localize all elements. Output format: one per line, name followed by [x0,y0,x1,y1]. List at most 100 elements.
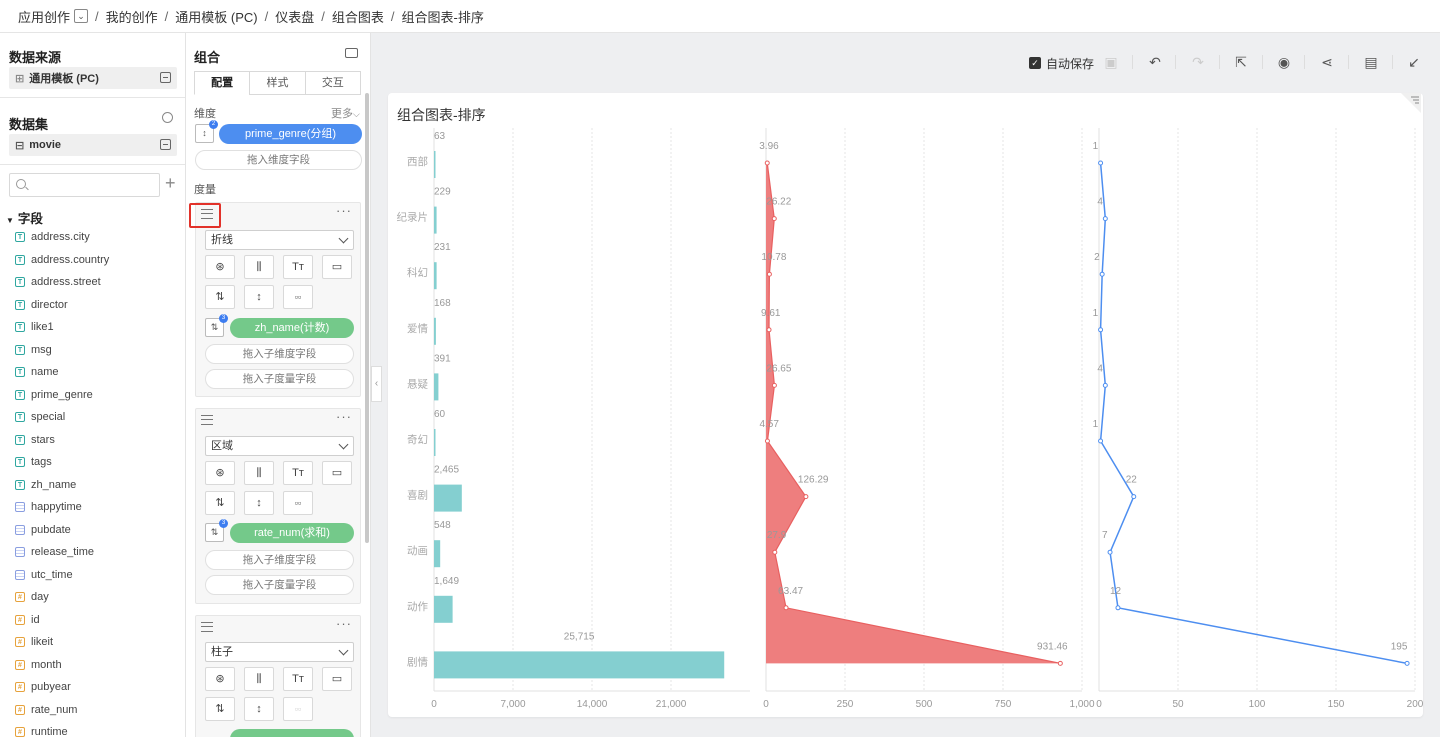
preview-icon[interactable]: ◉ [1277,54,1291,70]
text-icon[interactable]: Tт [283,461,313,485]
grid-plus-icon[interactable]: ▫▫ [283,491,313,515]
search-icon[interactable] [162,112,173,123]
field-item[interactable]: # likeit [0,631,185,654]
tab-config[interactable]: 配置 [194,71,251,95]
menu-icon[interactable] [201,415,213,425]
chart-type-select[interactable]: 折线 [205,230,354,250]
tooltip-icon[interactable]: ▭ [322,461,352,485]
tab-interaction[interactable]: 交互 [304,71,361,95]
size-icon[interactable]: ⫼ [244,667,274,691]
autosave-toggle[interactable]: ✓ 自动保存 [1029,53,1094,73]
chevron-down-icon[interactable]: ⌄ [74,9,89,23]
sort-asc-icon[interactable]: ⇅ [205,491,235,515]
sort-desc-icon[interactable]: ↕ [244,491,274,515]
sort-desc-icon[interactable]: ↕ [244,285,274,309]
dimension-drop-zone[interactable]: 拖入维度字段 [195,150,362,170]
sub-dimension-drop-zone[interactable]: 拖入子维度字段 [205,344,354,364]
text-icon[interactable]: Tт [283,255,313,279]
size-icon[interactable]: ⫼ [244,461,274,485]
more-link[interactable]: 更多⌵ [331,105,360,121]
chart-type-select[interactable]: 柱子 [205,642,354,662]
switch-icon[interactable] [160,72,171,83]
sort-desc-icon[interactable]: ↕ [244,697,274,721]
dimension-pill[interactable]: prime_genre(分组) [219,124,362,144]
datasource-selector[interactable]: ⊞ 通用模板 (PC) [9,67,177,89]
field-item[interactable]: # runtime [0,721,185,737]
save-icon[interactable]: ▣ [1104,54,1118,70]
switch-icon[interactable] [160,139,171,150]
chart-type-select[interactable]: 区域 [205,436,354,456]
grid-plus-icon[interactable]: ▫▫ [283,285,313,309]
measure-pill[interactable]: rate_num(求和) [230,523,354,543]
breadcrumb-item[interactable]: 仪表盘 [275,9,315,25]
grid-plus-icon: ▫▫ [283,697,313,721]
more-icon[interactable]: ··· [336,409,352,424]
undo-icon[interactable]: ↶ [1149,54,1161,70]
camera-icon[interactable] [345,48,358,58]
sort-icon[interactable]: ↕ 2 [195,120,218,143]
add-icon[interactable]: + [165,173,176,193]
sub-measure-drop-zone[interactable]: 拖入子度量字段 [205,369,354,389]
breadcrumb-item-app[interactable]: 应用创作 ⌄ [18,7,89,26]
color-icon[interactable]: ⊛ [205,255,235,279]
field-name: happytime [31,501,82,514]
breadcrumb: 应用创作 ⌄ / 我的创作 / 通用模板 (PC) / 仪表盘 / 组合图表 / … [0,0,1440,33]
sub-dimension-drop-zone[interactable]: 拖入子维度字段 [205,550,354,570]
measure-pill[interactable]: zh_name(计数) [230,318,354,338]
share-icon[interactable]: ⋖ [1321,54,1333,70]
breadcrumb-item[interactable]: 我的创作 [105,9,158,25]
fields-header[interactable]: ▼ 字段 [6,208,43,227]
export-icon[interactable]: ⇱ [1235,54,1247,70]
field-item[interactable]: # rate_num [0,699,185,722]
text-field-icon: T [15,254,25,265]
field-item[interactable]: # pubyear [0,676,185,699]
dataset-selector[interactable]: ⊟ movie [9,134,177,156]
color-icon[interactable]: ⊛ [205,667,235,691]
collapse-icon[interactable]: ↙ [1408,54,1420,70]
measure-pill[interactable] [230,729,354,737]
redo-icon[interactable]: ↷ [1192,54,1204,70]
breadcrumb-item[interactable]: 组合图表 [331,9,384,25]
field-item[interactable]: release_time [0,541,185,564]
field-item[interactable]: utc_time [0,564,185,587]
checkbox-checked-icon[interactable]: ✓ [1029,57,1041,69]
field-item[interactable]: pubdate [0,519,185,542]
field-item[interactable]: # month [0,654,185,677]
color-icon[interactable]: ⊛ [205,461,235,485]
sort-icon[interactable]: ⇅ 3 [205,314,228,337]
breadcrumb-item[interactable]: 通用模板 (PC) [175,9,258,25]
more-icon[interactable]: ··· [336,203,352,218]
size-icon[interactable]: ⫼ [244,255,274,279]
scrollbar[interactable] [365,93,369,543]
tab-style[interactable]: 样式 [249,71,306,95]
tooltip-icon[interactable]: ▭ [322,255,352,279]
collapse-panel-button[interactable]: ‹ [371,366,382,402]
field-item[interactable]: happytime [0,496,185,519]
sort-asc-icon[interactable]: ⇅ [205,285,235,309]
text-icon[interactable]: Tт [283,667,313,691]
sub-measure-drop-zone[interactable]: 拖入子度量字段 [205,575,354,595]
console-icon[interactable]: ▤ [1364,54,1378,70]
menu-icon[interactable] [201,209,213,219]
chart-menu-icon[interactable] [1395,93,1421,113]
tooltip-icon[interactable]: ▭ [322,667,352,691]
more-icon[interactable]: ··· [336,616,352,631]
menu-icon[interactable] [201,622,213,632]
sort-asc-icon[interactable]: ⇅ [205,697,235,721]
field-item[interactable]: # id [0,609,185,632]
field-search-input[interactable] [9,173,160,197]
field-item[interactable]: # day [0,586,185,609]
sort-icon[interactable]: ⇅ 3 [205,519,228,542]
